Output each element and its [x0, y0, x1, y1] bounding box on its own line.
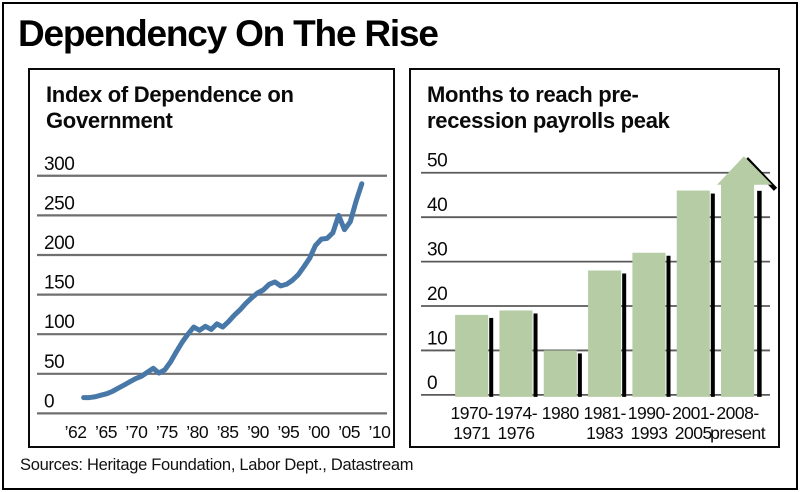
- y-tick-label: 100: [44, 312, 74, 333]
- payroll-bar: [588, 270, 622, 397]
- payroll-bar: [632, 252, 666, 397]
- x-tick-label: 2008-: [716, 403, 759, 423]
- payroll-bar: [543, 350, 577, 397]
- line-chart-panel: Index of Dependence on Government 0 50 100…: [28, 68, 395, 448]
- y-tick-label: 0: [44, 391, 54, 412]
- x-tick-label: 1976: [497, 423, 534, 443]
- arrow-bar: [717, 156, 772, 397]
- y-tick-label: 30: [427, 240, 447, 261]
- x-tick-label: ’65: [95, 422, 118, 442]
- bar-shadow: [533, 313, 538, 397]
- x-tick-label: ’85: [217, 422, 240, 442]
- y-tick-label: 250: [44, 193, 74, 214]
- line-chart-title-line2: Government: [46, 108, 173, 133]
- x-tick-label: ’75: [156, 422, 179, 442]
- x-tick-label: ’95: [277, 422, 300, 442]
- y-tick-label: 0: [427, 373, 437, 394]
- x-tick-label: ’62: [65, 422, 87, 442]
- bar-chart-panel: Months to reach pre- recession payrolls …: [409, 68, 780, 448]
- y-tick-label: 200: [44, 233, 74, 254]
- x-tick-label: 1974-: [495, 403, 538, 423]
- bar-chart-title-line1: Months to reach pre-: [427, 82, 639, 107]
- bar-shadow: [489, 317, 494, 397]
- bar-shadow: [710, 193, 715, 397]
- y-tick-label: 40: [427, 195, 447, 216]
- sources-note: Sources: Heritage Foundation, Labor Dept…: [20, 456, 414, 474]
- x-tick-label: present: [710, 423, 766, 443]
- bar-chart-title: Months to reach pre- recession payrolls …: [427, 82, 670, 134]
- y-tick-label: 50: [427, 151, 447, 172]
- bar-chart-title-line2: recession payrolls peak: [427, 108, 670, 133]
- x-tick-label: ’05: [338, 422, 361, 442]
- x-tick-label: ’00: [308, 422, 331, 442]
- bar-shadow: [666, 255, 671, 397]
- payroll-bar: [455, 314, 489, 397]
- x-tick-label: 1971: [453, 423, 490, 443]
- x-tick-label: 2001-: [672, 403, 715, 423]
- payroll-bar: [676, 190, 710, 397]
- dependence-line: [81, 181, 365, 401]
- x-tick-label: 1980: [542, 403, 580, 423]
- bar-shadow: [622, 273, 627, 397]
- x-tick-label: 1993: [630, 423, 667, 443]
- y-tick-label: 50: [44, 352, 64, 373]
- payroll-bar: [499, 310, 533, 397]
- x-tick-label: 2005: [675, 423, 713, 443]
- x-tick-label: 1983: [586, 423, 623, 443]
- x-tick-label: ’70: [125, 422, 148, 442]
- x-tick-label: ’10: [369, 422, 392, 442]
- y-tick-label: 150: [44, 273, 74, 294]
- y-tick-label: 300: [44, 154, 74, 175]
- arrow-shadow: [757, 190, 762, 397]
- x-tick-label: 1970-: [450, 403, 493, 423]
- line-chart-title: Index of Dependence on Government: [46, 82, 294, 134]
- x-tick-label: 1981-: [583, 403, 626, 423]
- x-tick-label: ’90: [247, 422, 270, 442]
- x-tick-label: ’80: [186, 422, 209, 442]
- dependence-line-chart: 0 50 100 150 200 250 300 ’62 ’65 ’70 ’75 ’80 ’85 ’90 ’…: [37, 154, 392, 442]
- x-tick-label: 1990-: [628, 403, 671, 423]
- bar-shadow: [577, 353, 582, 397]
- y-tick-label: 10: [427, 328, 447, 349]
- line-chart-title-line1: Index of Dependence on: [46, 82, 294, 107]
- y-tick-label: 20: [427, 284, 447, 305]
- main-title: Dependency On The Rise: [18, 13, 439, 54]
